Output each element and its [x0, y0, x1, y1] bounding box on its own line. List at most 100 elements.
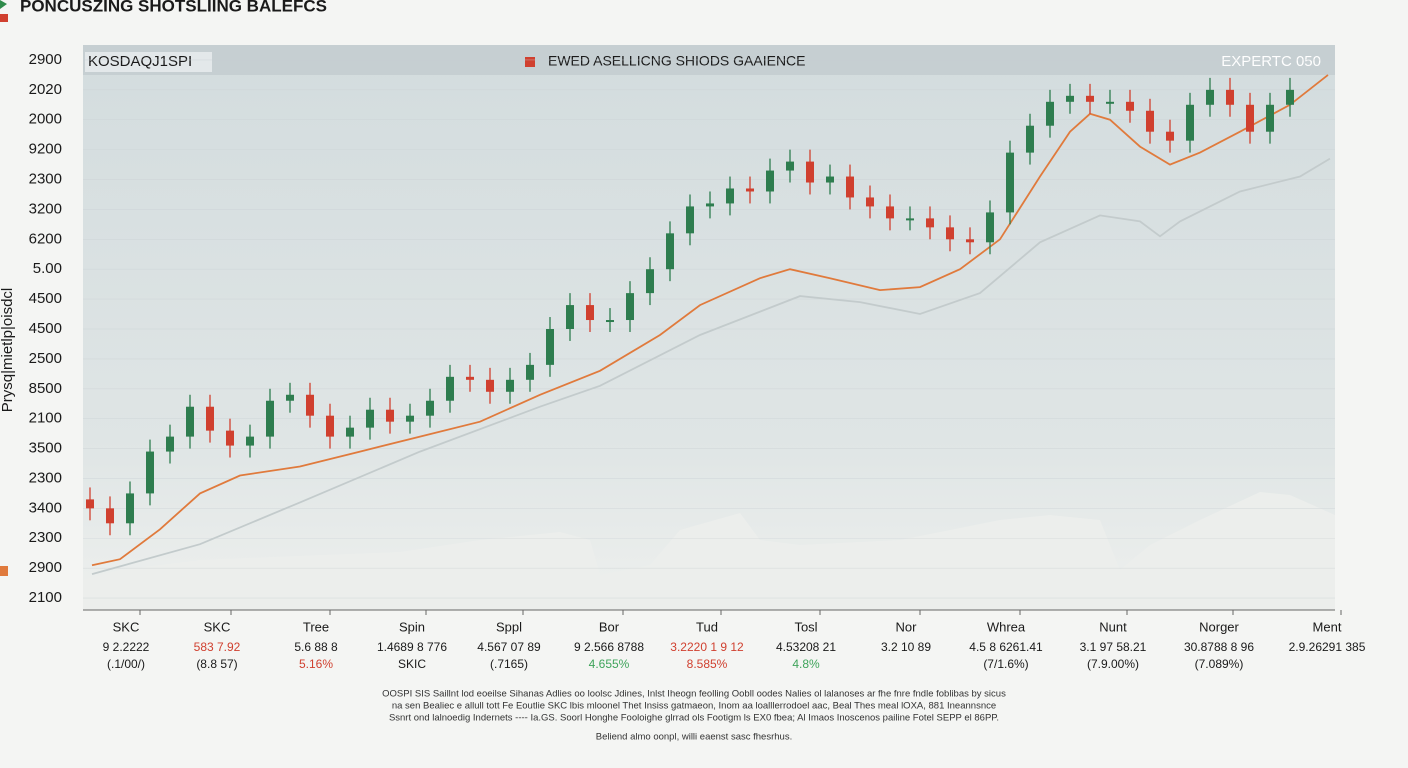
- candle-body: [906, 218, 914, 221]
- candle-body: [446, 376, 454, 401]
- x-value-label: 3.1 97 58.21: [1080, 640, 1147, 654]
- candle-body: [106, 508, 114, 524]
- title-marker: [0, 14, 8, 22]
- candle-body: [126, 493, 134, 524]
- candle-body: [746, 188, 754, 192]
- x-category-label: SKC: [113, 619, 140, 634]
- x-category-label: Tree: [303, 619, 329, 634]
- y-tick-label: 6200: [29, 230, 62, 247]
- candle-body: [826, 176, 834, 183]
- title-marker: [0, 0, 7, 9]
- footnote: Beliend almo oonpl, willi eaenst sasc fh…: [596, 732, 792, 743]
- x-change-label: (7.089%): [1195, 657, 1244, 671]
- y-tick-label: 2100: [29, 410, 62, 427]
- candle-body: [566, 305, 574, 329]
- x-value-label: 583 7.92: [194, 640, 241, 654]
- candle-body: [926, 218, 934, 228]
- x-change-label: 8.585%: [687, 657, 728, 671]
- y-tick-label: 2300: [29, 469, 62, 486]
- x-value-label: 4.5 8 6261.41: [969, 640, 1043, 654]
- candle-body: [166, 436, 174, 452]
- candle-body: [1046, 101, 1054, 126]
- y-tick-label: 3400: [29, 499, 62, 516]
- candle-body: [946, 227, 954, 240]
- candle-body: [426, 400, 434, 416]
- y-tick-label: 4500: [29, 290, 62, 307]
- x-value-label: 30.8788 8 96: [1184, 640, 1254, 654]
- candle-body: [1126, 101, 1134, 111]
- candle-body: [626, 293, 634, 321]
- candle-body: [726, 188, 734, 204]
- panel-label-box: [85, 52, 212, 72]
- y-tick-label: 2000: [29, 111, 62, 128]
- candle-body: [1286, 89, 1294, 105]
- y-tick-label: 4500: [29, 320, 62, 337]
- legend-text: EWED ASELLICNG SHIODS GAAIENCE: [548, 53, 806, 69]
- candle-body: [1026, 125, 1034, 153]
- candle-body: [1226, 89, 1234, 105]
- candle-body: [1186, 104, 1194, 141]
- chart-title: PONCUSZING SHOTSLIING BALEFCS: [20, 0, 327, 15]
- candle-body: [546, 328, 554, 365]
- x-change-label: 4.655%: [589, 657, 630, 671]
- candle-body: [606, 320, 614, 323]
- footnote: Ssnrt ond lalnoedig Indernets ---- Ia.GS…: [389, 713, 999, 724]
- x-change-label: (.7165): [490, 657, 528, 671]
- x-category-label: Tosl: [794, 619, 817, 634]
- candle-body: [366, 409, 374, 428]
- candle-body: [146, 451, 154, 494]
- candle-body: [266, 400, 274, 437]
- candle-body: [346, 427, 354, 437]
- x-category-label: Nunt: [1099, 619, 1127, 634]
- x-value-label: 9 2.566 8788: [574, 640, 644, 654]
- candle-body: [846, 176, 854, 198]
- candle-body: [1086, 95, 1094, 102]
- candle-body: [206, 406, 214, 431]
- candle-body: [506, 379, 514, 392]
- candle-body: [686, 206, 694, 234]
- x-change-label: (7.9.00%): [1087, 657, 1139, 671]
- candle-body: [1246, 104, 1254, 132]
- moving-average-line: [91, 157, 1331, 575]
- candle-body: [1066, 95, 1074, 102]
- y-tick-label: 2020: [29, 81, 62, 98]
- corner-text: EXPERTC 050: [1221, 53, 1321, 70]
- y-tick-label: 5.00: [33, 260, 62, 277]
- x-value-label: 5.6 88 8: [294, 640, 338, 654]
- x-value-label: 4.53208 21: [776, 640, 836, 654]
- candle-body: [386, 409, 394, 422]
- x-change-label: (.1/00/): [107, 657, 145, 671]
- footnote: na sen Bealiec e allull tott Fe Eoutlie …: [392, 701, 996, 712]
- y-tick-label: 3500: [29, 440, 62, 457]
- x-category-label: Sppl: [496, 619, 522, 634]
- x-category-label: Bor: [599, 619, 620, 634]
- y-tick-label: 9200: [29, 141, 62, 158]
- candle-body: [806, 161, 814, 183]
- candle-body: [1146, 110, 1154, 132]
- candle-body: [766, 170, 774, 192]
- y-tick-label: 2100: [29, 589, 62, 606]
- candle-body: [286, 394, 294, 401]
- candle-body: [886, 206, 894, 219]
- x-category-label: Nor: [896, 619, 918, 634]
- candle-body: [326, 415, 334, 437]
- x-value-label: 4.567 07 89: [477, 640, 541, 654]
- x-value-label: 3.2220 1 9 12: [670, 640, 744, 654]
- candle-body: [1206, 89, 1214, 105]
- candle-body: [466, 376, 474, 380]
- x-category-label: Spin: [399, 619, 425, 634]
- panel-label: KOSDAQJ1SPI: [88, 53, 192, 70]
- moving-average-line: [91, 74, 1329, 567]
- x-category-label: Norger: [1199, 619, 1239, 634]
- x-change-label: (7/1.6%): [983, 657, 1028, 671]
- plot-area: [83, 45, 1335, 610]
- candle-body: [986, 212, 994, 243]
- x-value-label: 3.2 10 89: [881, 640, 931, 654]
- candle-body: [1006, 152, 1014, 213]
- candle-body: [1106, 101, 1114, 104]
- x-value-label: 1.4689 8 776: [377, 640, 447, 654]
- y-tick-label: 2900: [29, 51, 62, 68]
- candle-body: [706, 203, 714, 207]
- y-tick-label: 2300: [29, 170, 62, 187]
- y-tick-label: 2500: [29, 350, 62, 367]
